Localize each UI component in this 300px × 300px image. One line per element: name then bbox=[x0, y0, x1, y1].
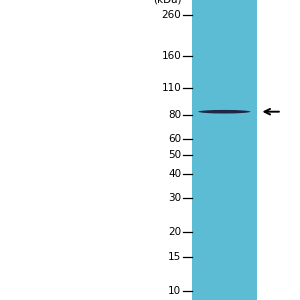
Bar bbox=[192, 0, 257, 300]
Text: 110: 110 bbox=[162, 83, 181, 93]
Text: 10: 10 bbox=[168, 286, 181, 296]
Text: 15: 15 bbox=[168, 252, 181, 262]
Text: (kDa): (kDa) bbox=[153, 0, 181, 5]
Text: 40: 40 bbox=[168, 169, 181, 178]
Text: 160: 160 bbox=[162, 51, 181, 61]
Text: 80: 80 bbox=[168, 110, 181, 120]
Text: 60: 60 bbox=[168, 134, 181, 144]
Ellipse shape bbox=[198, 110, 250, 113]
Text: 20: 20 bbox=[168, 227, 181, 237]
Text: 30: 30 bbox=[168, 193, 181, 203]
Text: 260: 260 bbox=[162, 10, 181, 20]
Text: 50: 50 bbox=[168, 150, 181, 160]
